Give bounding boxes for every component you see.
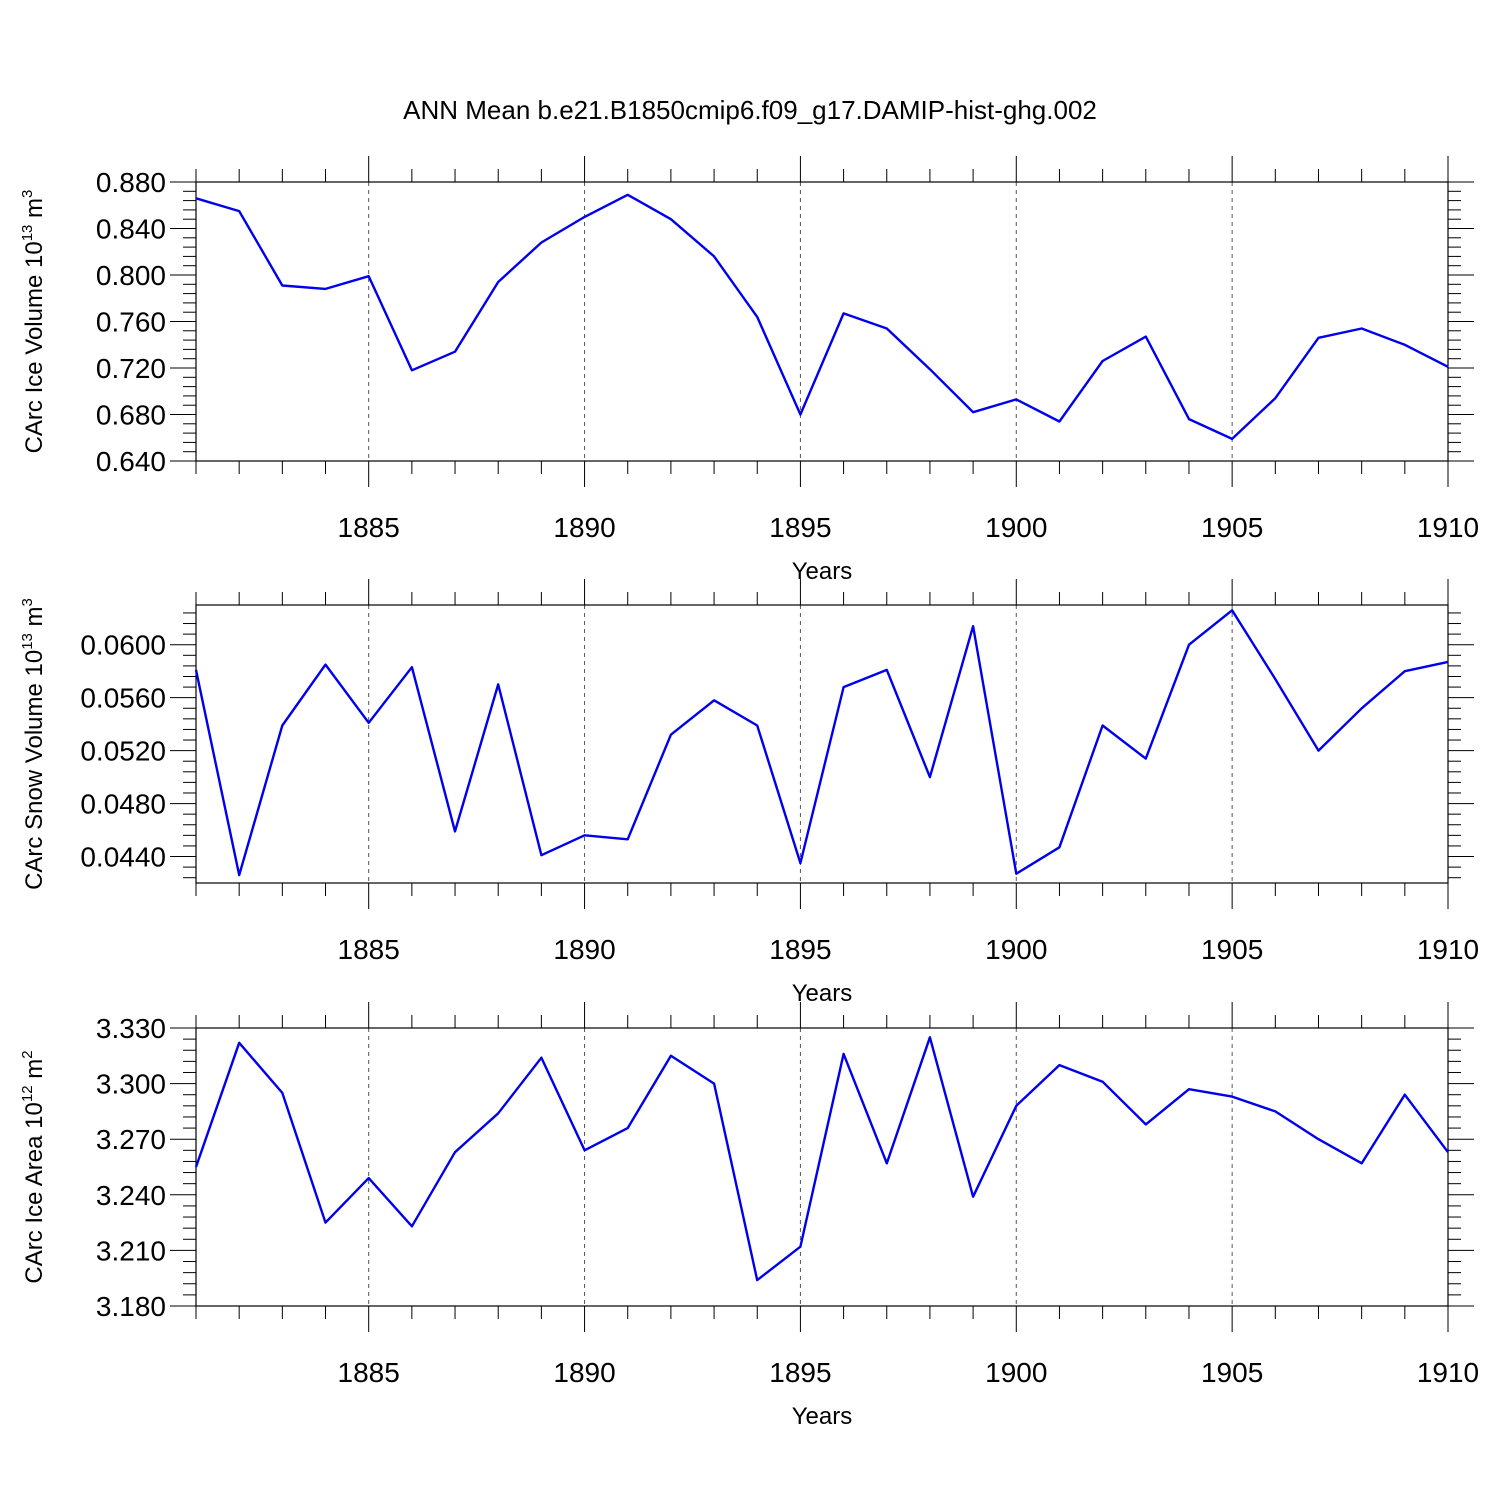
panel-3: 3.180 3.210 3.240 3.270 3.300 3.330 1885 1890 18… [19, 1002, 1479, 1430]
y-tick-label: 0.0520 [80, 736, 166, 767]
x-tick-label: 1885 [338, 934, 400, 965]
y-tick-label: 0.760 [96, 307, 166, 338]
x-axis-title: Years [792, 980, 853, 1007]
y-axis-title-part: CArc Ice Volume 10 [21, 241, 48, 453]
y-axis-title: CArc Ice Volume 1013 m3 [19, 190, 48, 454]
y-tick-label: 3.330 [96, 1013, 166, 1044]
x-tick-label: 1895 [769, 934, 831, 965]
y-tick-label: 3.240 [96, 1180, 166, 1211]
y-axis-title-superscript: 2 [19, 1050, 36, 1058]
x-tick-label: 1905 [1201, 512, 1263, 543]
x-tick-label: 1895 [769, 1357, 831, 1388]
y-tick-label: 0.880 [96, 167, 166, 198]
y-axis-title-part: CArc Ice Area 10 [21, 1102, 48, 1283]
series-line [194, 1036, 1449, 1282]
x-tick-label: 1905 [1201, 934, 1263, 965]
y-axis-title-superscript: 12 [19, 1085, 36, 1102]
x-tick-label: 1900 [985, 1357, 1047, 1388]
y-tick-label: 0.720 [96, 353, 166, 384]
x-tick-label: 1900 [985, 512, 1047, 543]
y-tick-label: 0.0600 [80, 630, 166, 661]
x-tick-label: 1885 [338, 1357, 400, 1388]
x-tick-label: 1890 [553, 512, 615, 543]
y-axis-title-part: m [21, 198, 48, 225]
x-tick-label: 1900 [985, 934, 1047, 965]
x-axis-title: Years [792, 1403, 853, 1430]
y-axis-title-superscript: 3 [19, 598, 36, 606]
y-axis-title-part: m [21, 606, 48, 633]
y-tick-label: 0.0440 [80, 842, 166, 873]
y-tick-label: 0.640 [96, 446, 166, 477]
x-tick-label: 1895 [769, 512, 831, 543]
y-axis-title-part: CArc Snow Volume 10 [21, 650, 48, 890]
x-tick-label: 1910 [1417, 1357, 1479, 1388]
x-tick-label: 1905 [1201, 1357, 1263, 1388]
series-line [194, 609, 1449, 877]
plot-frame [195, 1027, 1449, 1307]
x-tick-label: 1910 [1417, 512, 1479, 543]
plot-frame [195, 181, 1449, 462]
y-tick-label: 3.270 [96, 1124, 166, 1155]
y-tick-label: 3.300 [96, 1069, 166, 1100]
x-tick-label: 1890 [553, 934, 615, 965]
y-tick-label: 0.0480 [80, 789, 166, 820]
x-tick-label: 1910 [1417, 934, 1479, 965]
y-axis-title-superscript: 3 [19, 190, 36, 198]
y-tick-label: 3.210 [96, 1235, 166, 1266]
chart-title: ANN Mean b.e21.B1850cmip6.f09_g17.DAMIP-… [403, 95, 1097, 125]
x-axis-title: Years [792, 558, 853, 585]
series-line [195, 193, 1449, 441]
y-tick-label: 0.800 [96, 260, 166, 291]
y-tick-label: 3.180 [96, 1291, 166, 1322]
x-tick-label: 1890 [553, 1357, 615, 1388]
y-tick-label: 0.840 [96, 214, 166, 245]
y-axis-title-superscript: 13 [19, 633, 36, 650]
x-tick-label: 1885 [338, 512, 400, 543]
y-axis-title: CArc Snow Volume 1013 m3 [19, 598, 48, 890]
plot-frame [195, 604, 1449, 884]
panel-2: 0.0440 0.0480 0.0520 0.0560 0.0600 1885 1890 18… [19, 579, 1479, 1007]
y-axis-title-superscript: 13 [19, 225, 36, 242]
y-axis-title: CArc Ice Area 1012 m2 [19, 1050, 48, 1283]
panel-1: 0.640 0.680 0.720 0.760 0.800 0.840 0.880 1885 1… [19, 156, 1479, 585]
y-axis-title-part: m [21, 1059, 48, 1086]
y-tick-label: 0.680 [96, 400, 166, 431]
y-tick-label: 0.0560 [80, 683, 166, 714]
